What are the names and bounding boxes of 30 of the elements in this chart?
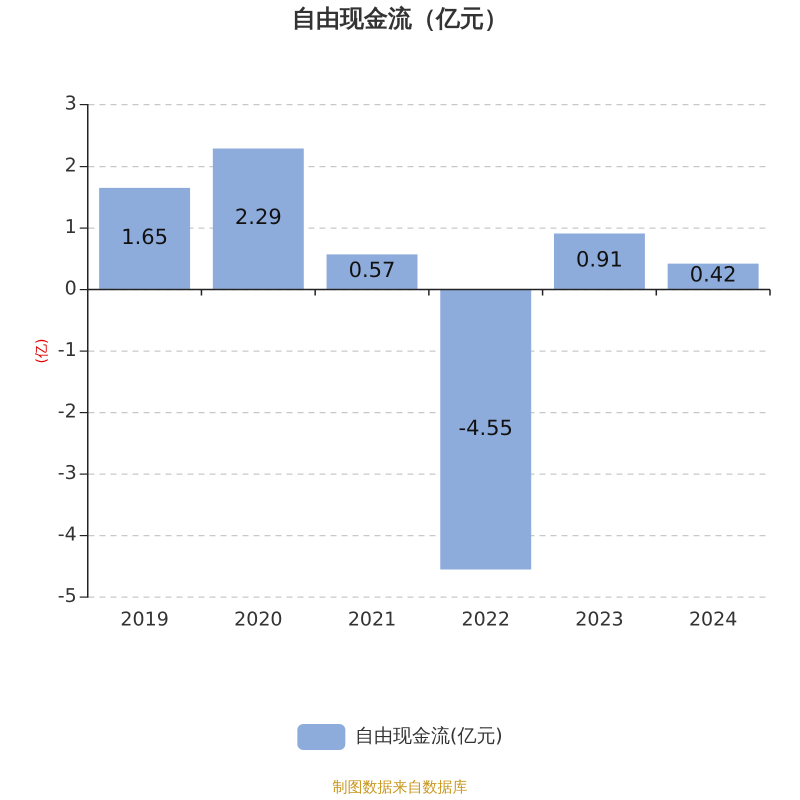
bar: [212, 148, 304, 289]
y-tick-label: -3: [58, 462, 77, 484]
y-tick-label: 2: [64, 154, 77, 176]
legend-label: 自由现金流(亿元): [354, 724, 503, 747]
y-tick-label: -5: [58, 585, 77, 608]
bar: [440, 290, 532, 570]
text: 制图数据来自数据库: [332, 778, 468, 797]
x-tick-label: 2021: [348, 608, 396, 631]
y-tick-label: -2: [58, 400, 77, 422]
data-label: 0.57: [348, 258, 396, 282]
data-label: 0.42: [690, 262, 737, 287]
bar: [326, 254, 418, 289]
data-label: -4.55: [458, 416, 513, 440]
x-tick-label: 2020: [234, 608, 282, 631]
y-tick-label: 3: [64, 92, 77, 115]
x-tick-label: 2019: [120, 608, 169, 631]
chart-title: 自由现金流（亿元）: [292, 4, 508, 33]
bar: [99, 188, 190, 289]
data-label: 1.65: [121, 224, 168, 249]
x-tick-label: 2024: [688, 608, 738, 631]
data-label: 0.91: [576, 248, 623, 272]
data-label: 2.29: [234, 205, 282, 230]
y-tick-label: 1: [64, 216, 77, 238]
y-axis-title: (亿): [34, 338, 50, 364]
bar: [554, 233, 645, 289]
x-tick-label: 2022: [462, 608, 510, 631]
y-tick-label: -4: [58, 524, 77, 546]
y-tick-label: 0: [64, 277, 77, 300]
y-tick-label: -1: [58, 338, 77, 361]
x-tick-label: 2023: [575, 608, 624, 631]
